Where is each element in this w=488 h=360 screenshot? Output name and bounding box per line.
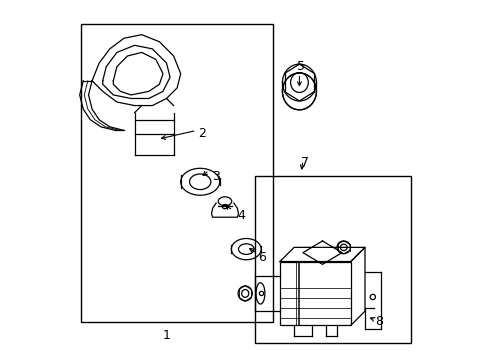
Text: 5: 5	[297, 60, 305, 73]
Ellipse shape	[282, 73, 316, 110]
Text: 3: 3	[212, 170, 220, 183]
Text: 8: 8	[374, 315, 383, 328]
Bar	[279, 261, 350, 325]
Text: 4: 4	[237, 209, 244, 222]
Text: 7: 7	[300, 156, 308, 169]
Text: 1: 1	[162, 329, 170, 342]
Bar	[81, 24, 272, 322]
Text: 2: 2	[198, 127, 205, 140]
Text: 6: 6	[258, 252, 265, 265]
Bar	[255, 176, 410, 343]
